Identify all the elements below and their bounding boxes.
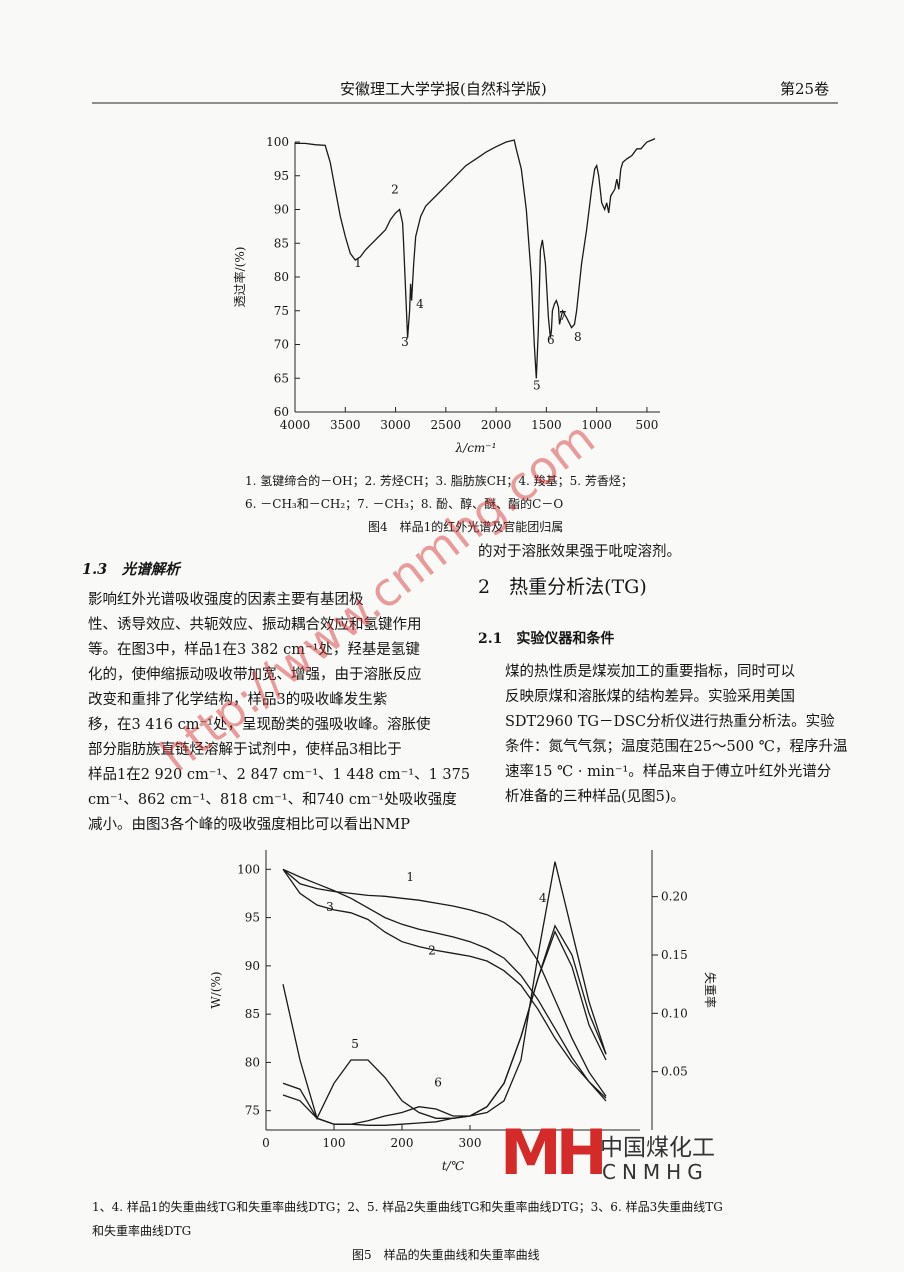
paragraph: 的对于溶胀效果强于吡啶溶剂。 — [478, 544, 681, 560]
y-axis-label: W/(%) — [209, 971, 223, 1008]
y-tick-label: 85 — [274, 236, 289, 250]
y-tick-label: 75 — [245, 1104, 260, 1118]
x-tick-label: 4000 — [280, 418, 311, 432]
volume: 第25卷 — [780, 80, 830, 98]
text-line: 化的，使伸缩振动吸收带加宽、增强，由于溶胀反应 — [88, 667, 422, 683]
text-line: 反映原煤和溶胀煤的结构差异。实验采用美国 — [505, 689, 795, 705]
curve — [282, 868, 607, 1099]
x-tick-label: 500 — [635, 418, 658, 432]
y-tick-label: 90 — [245, 959, 260, 973]
text-line: 影响红外光谱吸收强度的因素主要有基团极 — [88, 592, 364, 608]
y2-tick-label: 0.20 — [661, 890, 688, 904]
text-line: 速率15 ℃ · min⁻¹。样品来自于傅立叶红外光谱分 — [505, 764, 832, 780]
y-tick-label: 100 — [266, 135, 289, 149]
curve-label: 6 — [434, 1076, 442, 1090]
text-line: 析准备的三种样品(见图5)。 — [505, 789, 686, 805]
curve-label: 2 — [428, 943, 436, 957]
journal-title: 安徽理工大学学报(自然科学版) — [340, 80, 547, 98]
y-tick-label: 60 — [274, 405, 289, 419]
y2-tick-label: 0.05 — [661, 1065, 688, 1079]
figure-note: 6. －CH₃和－CH₂；7. －CH₃；8. 酚、醇、醚、酯的C－O — [245, 497, 564, 511]
logo-mark: MH — [500, 1116, 608, 1189]
y-tick-label: 95 — [274, 169, 289, 183]
curve-label: 8 — [574, 330, 582, 344]
x-tick-label: 2500 — [431, 418, 462, 432]
x-tick-label: 1500 — [531, 418, 562, 432]
figure-note: 和失重率曲线DTG — [92, 1224, 192, 1238]
y-tick-label: 85 — [245, 1007, 260, 1021]
y-tick-label: 100 — [237, 862, 260, 876]
logo-latin: CNMHG — [602, 1160, 709, 1184]
y-axis-label: 透过率/(%) — [232, 247, 247, 308]
curve — [282, 924, 607, 1125]
text-line: 等。在图3中，样品1在3 382 cm⁻¹处，羟基是氢键 — [88, 642, 420, 658]
y-tick-label: 80 — [245, 1055, 260, 1069]
y2-tick-label: 0.15 — [661, 948, 688, 962]
section-heading: 2 热重分析法(TG) — [478, 576, 647, 598]
figure-note: 1. 氢键缔合的－OH；2. 芳烃CH；3. 脂肪族CH；4. 羧基；5. 芳香… — [245, 474, 633, 488]
y-tick-label: 70 — [274, 338, 289, 352]
x-tick-label: 3500 — [330, 418, 361, 432]
curve-label: 1 — [406, 870, 414, 884]
x-tick-label: 3000 — [380, 418, 411, 432]
text-line: 样品1在2 920 cm⁻¹、2 847 cm⁻¹、1 448 cm⁻¹、1 3… — [88, 767, 471, 783]
curve-label: 4 — [416, 297, 424, 311]
curve-label: 1 — [354, 256, 362, 270]
curve — [282, 930, 607, 1121]
text-line: cm⁻¹、862 cm⁻¹、818 cm⁻¹、和740 cm⁻¹处吸收强度 — [88, 792, 457, 808]
x-tick-label: 0 — [262, 1136, 270, 1150]
figure-caption: 图5 样品的失重曲线和失重率曲线 — [352, 1248, 540, 1262]
y-tick-label: 95 — [245, 911, 260, 925]
text-line: 性、诱导效应、共轭效应、振动耦合效应和氢键作用 — [88, 617, 422, 633]
figure-caption: 图4 样品1的红外光谱及官能团归属 — [368, 520, 564, 534]
curve-label: 5 — [533, 379, 541, 393]
text-line: 部分脂肪族直链烃溶解于试剂中，使样品3相比于 — [88, 742, 402, 758]
text-line: 条件：氮气气氛；温度范围在25～500 ℃，程序升温 — [505, 739, 848, 755]
curve-label: 3 — [401, 335, 409, 349]
text-line: 煤的热性质是煤炭加工的重要指标，同时可以 — [505, 664, 795, 680]
x-tick-label: 100 — [323, 1136, 346, 1150]
y-tick-label: 90 — [274, 203, 289, 217]
y-tick-label: 80 — [274, 270, 289, 284]
curve-label: 3 — [326, 900, 334, 914]
curve-label: 6 — [547, 333, 555, 347]
figure-note: 1、4. 样品1的失重曲线TG和失重率曲线DTG；2、5. 样品2失重曲线TG和… — [92, 1200, 723, 1214]
paragraph: 煤的热性质是煤炭加工的重要指标，同时可以 反映原煤和溶胀煤的结构差异。实验采用美国… — [505, 660, 847, 810]
x-axis-label: λ/cm⁻¹ — [455, 441, 497, 455]
curve — [282, 868, 607, 1102]
curve — [295, 138, 656, 379]
x-tick-label: 1000 — [581, 418, 612, 432]
x-tick-label: 300 — [459, 1136, 482, 1150]
y-tick-label: 75 — [274, 304, 289, 318]
paragraph: 影响红外光谱吸收强度的因素主要有基团极性、诱导效应、共轭效应、振动耦合效应和氢键… — [88, 588, 470, 838]
text-line: SDT2960 TG－DSC分析仪进行热重分析法。实验 — [505, 714, 835, 730]
curve-label: 5 — [351, 1037, 359, 1051]
text-line: 改变和重排了化学结构，样品3的吸收峰发生紫 — [88, 692, 388, 708]
text-line: 移，在3 416 cm⁻¹处，呈现酚类的强吸收峰。溶胀使 — [88, 717, 431, 733]
logo-name: 中国煤化工 — [600, 1135, 715, 1161]
subsection-heading: 2.1 实验仪器和条件 — [478, 631, 615, 647]
y2-tick-label: 0.10 — [661, 1006, 688, 1020]
curve-label: 7 — [559, 309, 567, 323]
y-tick-label: 65 — [274, 371, 289, 385]
text-line: 减小。由图3各个峰的吸收强度相比可以看出NMP — [88, 817, 411, 833]
y2-axis-label: 失重率 — [703, 972, 718, 1008]
x-tick-label: 200 — [391, 1136, 414, 1150]
curve-label: 2 — [391, 182, 399, 196]
x-axis-label: t/℃ — [442, 1159, 465, 1173]
section-heading: 1.3 光谱解析 — [82, 561, 180, 578]
curve-label: 4 — [539, 891, 547, 905]
x-tick-label: 2000 — [481, 418, 512, 432]
